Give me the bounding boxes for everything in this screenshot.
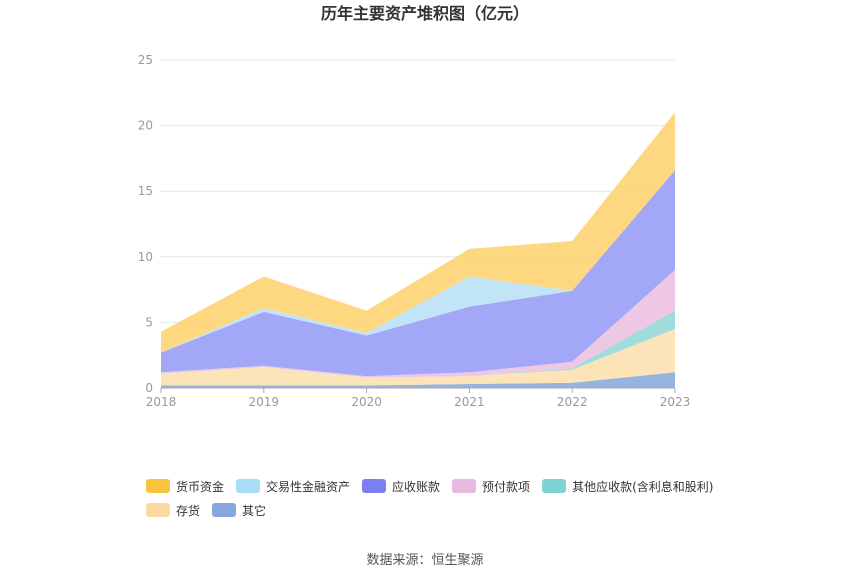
legend-label: 货币资金 bbox=[176, 479, 225, 494]
y-tick-label: 25 bbox=[138, 53, 153, 67]
legend-swatch bbox=[452, 479, 477, 493]
x-tick-label: 2022 bbox=[557, 395, 588, 409]
x-tick-label: 2021 bbox=[454, 395, 485, 409]
legend-item-jiaoyixing-jinrong-zichan[interactable]: 交易性金融资产 bbox=[236, 478, 350, 495]
y-tick-label: 15 bbox=[138, 184, 153, 198]
y-tick-label: 5 bbox=[145, 315, 153, 329]
legend: 货币资金 交易性金融资产 应收账款 预付款项 其他应收款(含利息和股利) 存货 … bbox=[146, 474, 746, 522]
y-tick-label: 10 bbox=[138, 250, 153, 264]
legend-label: 预付款项 bbox=[482, 479, 531, 494]
legend-item-yufu-kuanxiang[interactable]: 预付款项 bbox=[452, 478, 530, 495]
legend-swatch bbox=[212, 503, 237, 517]
legend-row-2: 存货 其它 bbox=[146, 498, 746, 522]
area-series[interactable] bbox=[161, 372, 675, 388]
legend-label: 存货 bbox=[176, 503, 201, 518]
y-tick-label: 20 bbox=[138, 119, 153, 133]
legend-item-qita-yingshoukuan[interactable]: 其他应收款(含利息和股利) bbox=[542, 478, 713, 495]
y-tick-label: 0 bbox=[145, 381, 153, 395]
legend-row-1: 货币资金 交易性金融资产 应收账款 预付款项 其他应收款(含利息和股利) bbox=[146, 474, 746, 498]
legend-swatch bbox=[146, 479, 170, 493]
x-tick-label: 2020 bbox=[351, 395, 382, 409]
legend-item-yingshou-zhangkuan[interactable]: 应收账款 bbox=[362, 478, 440, 495]
legend-item-qita[interactable]: 其它 bbox=[212, 502, 266, 519]
area-series[interactable] bbox=[161, 170, 675, 353]
x-tick-label: 2018 bbox=[146, 395, 177, 409]
legend-label: 交易性金融资产 bbox=[266, 479, 351, 494]
area-series[interactable] bbox=[161, 112, 675, 353]
legend-label: 其他应收款(含利息和股利) bbox=[572, 479, 714, 494]
legend-swatch bbox=[362, 479, 387, 493]
chart-title: 历年主要资产堆积图（亿元） bbox=[321, 4, 529, 23]
legend-swatch bbox=[236, 479, 261, 493]
legend-swatch bbox=[542, 479, 567, 493]
area-series[interactable] bbox=[161, 170, 675, 377]
legend-swatch bbox=[146, 503, 170, 517]
area-series[interactable] bbox=[161, 328, 675, 386]
x-tick-label: 2023 bbox=[660, 395, 691, 409]
axes: 2018 2019 2020 2021 2022 2023 bbox=[146, 387, 691, 409]
legend-item-huobi-zijin[interactable]: 货币资金 bbox=[146, 478, 224, 495]
data-source: 数据来源：恒生聚源 bbox=[366, 553, 484, 568]
legend-label: 应收账款 bbox=[392, 479, 441, 494]
stacked-areas bbox=[161, 112, 675, 388]
legend-item-cunhuo[interactable]: 存货 bbox=[146, 502, 200, 519]
x-tick-label: 2019 bbox=[249, 395, 280, 409]
legend-label: 其它 bbox=[242, 503, 267, 518]
